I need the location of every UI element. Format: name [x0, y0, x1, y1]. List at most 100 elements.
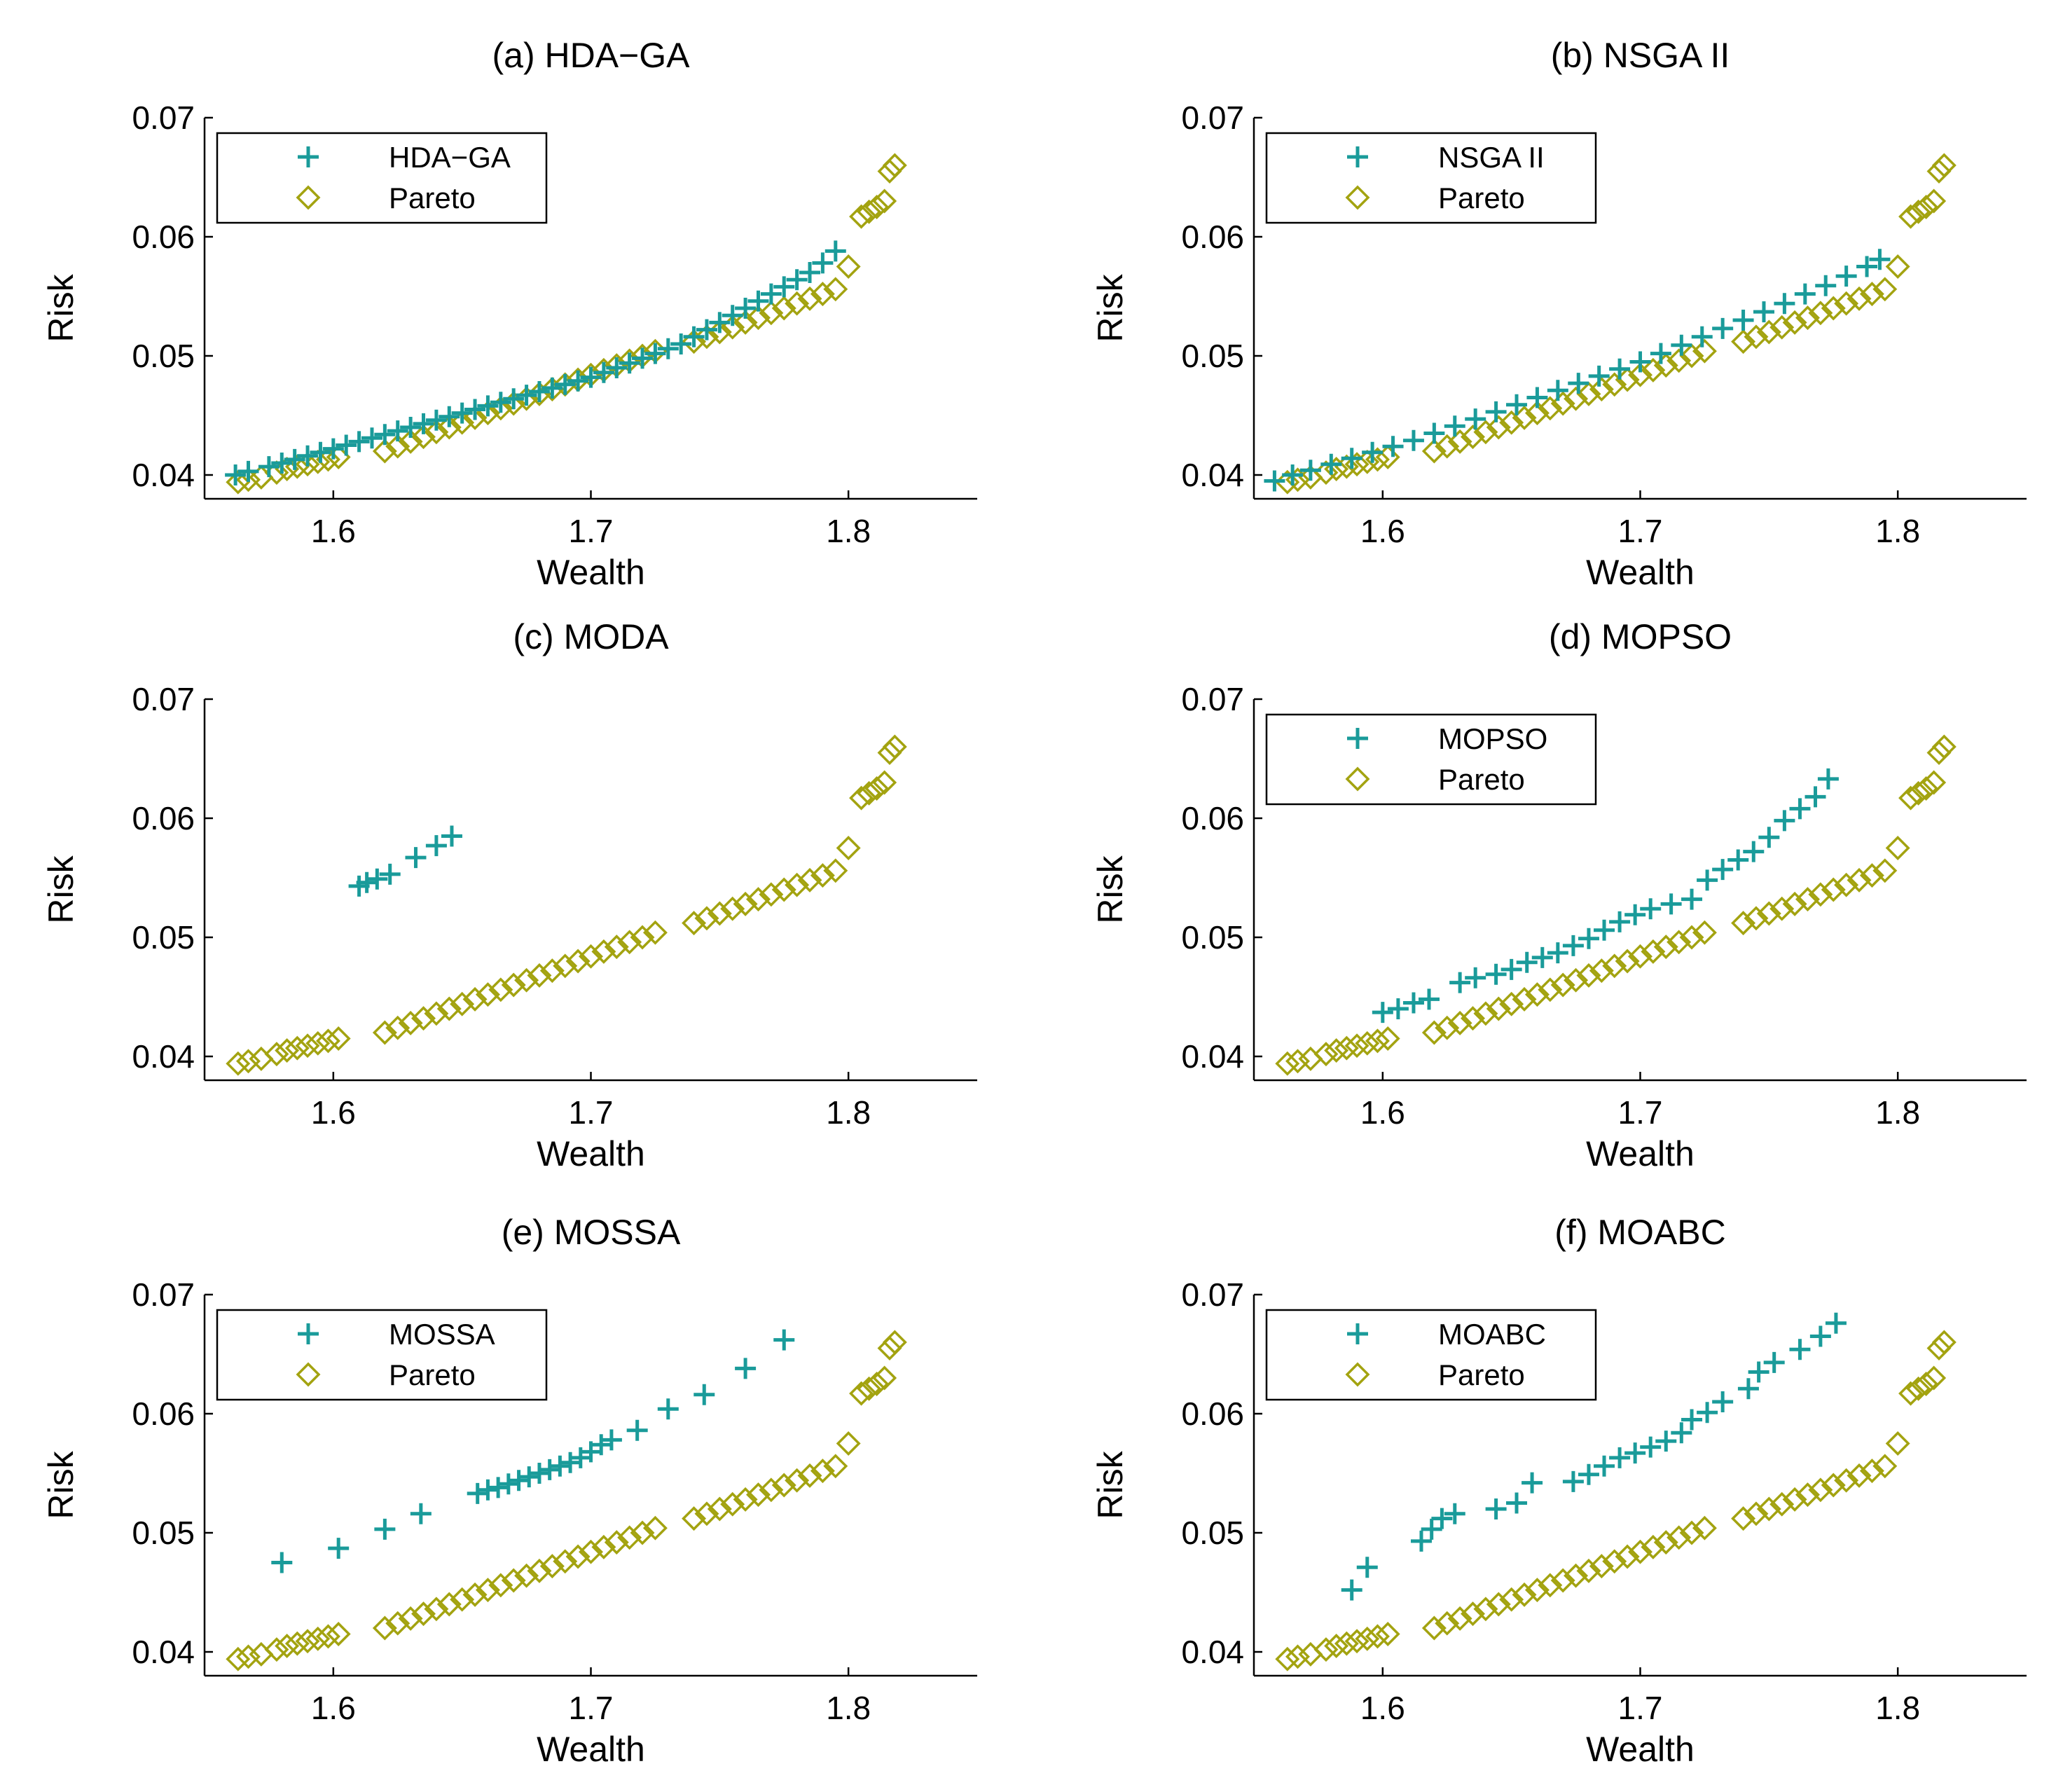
data-point-diamond [1821, 877, 1846, 902]
data-point-diamond [1486, 996, 1511, 1021]
data-point-diamond [1692, 1515, 1717, 1541]
data-point-diamond [579, 944, 603, 969]
data-point-diamond [275, 1634, 300, 1658]
data-point-diamond [1550, 1568, 1575, 1593]
data-point-diamond [882, 153, 907, 178]
data-point-plus [387, 420, 408, 442]
pareto-series [1275, 734, 1957, 1076]
chart-title: (d) MOPSO [1549, 617, 1732, 656]
data-point-diamond [1808, 1477, 1833, 1503]
data-point-diamond [1821, 1473, 1846, 1498]
data-point-diamond [1564, 967, 1589, 993]
data-point-diamond [864, 776, 890, 801]
diamond-marker-icon [296, 185, 321, 210]
data-point-plus [1594, 1455, 1615, 1477]
y-tick-label: 0.07 [1181, 99, 1244, 136]
data-point-diamond [1744, 906, 1769, 931]
data-point-plus [1362, 441, 1384, 463]
data-point-diamond [1447, 429, 1472, 454]
data-point-diamond [877, 740, 902, 765]
data-point-diamond [857, 1376, 882, 1401]
data-point-plus [1485, 1498, 1507, 1519]
data-point-diamond [1898, 1381, 1924, 1406]
legend-box [216, 132, 548, 224]
algorithm-series [1264, 249, 1891, 492]
diamond-marker-icon [1345, 766, 1370, 792]
data-point-diamond [785, 872, 810, 897]
data-point-plus [1500, 958, 1522, 980]
data-point-plus [425, 835, 447, 857]
legend-label: MOPSO [1438, 722, 1547, 755]
data-point-plus [1465, 408, 1486, 430]
data-point-plus [747, 290, 769, 312]
data-point-plus [528, 381, 550, 402]
data-point-diamond [1628, 362, 1652, 387]
data-point-plus [1817, 768, 1839, 790]
data-point-diamond [1921, 770, 1947, 795]
y-tick-label: 0.06 [1181, 800, 1244, 836]
data-point-diamond [1667, 348, 1692, 373]
data-point-plus [1712, 317, 1734, 339]
algorithm-series [348, 825, 462, 897]
data-point-diamond [1435, 434, 1460, 459]
data-point-plus [1419, 988, 1440, 1010]
data-point-plus [1640, 898, 1662, 920]
data-point-diamond [857, 199, 882, 224]
data-point-plus [1758, 827, 1780, 848]
x-tick-label: 1.8 [1875, 1690, 1920, 1726]
chart-panel-5: 1.6 1.7 1.8 0.04 0.05 0.06 0.07 (e) MOSSA Wealth… [41, 1213, 977, 1769]
data-point-diamond [1615, 1544, 1640, 1569]
data-point-plus [1444, 1503, 1465, 1524]
data-point-diamond [1324, 1038, 1349, 1063]
data-point-diamond [785, 291, 810, 316]
data-point-diamond [877, 159, 902, 184]
x-tick-label: 1.7 [569, 513, 614, 549]
data-point-plus [1320, 453, 1342, 475]
data-point-diamond [385, 1015, 410, 1040]
data-point-diamond [1324, 1634, 1349, 1658]
data-point-plus [567, 370, 589, 392]
legend: MOSSA Pareto [216, 1309, 548, 1401]
data-point-diamond [1667, 930, 1692, 955]
data-point-diamond [436, 1592, 462, 1617]
data-point-plus [626, 1419, 648, 1441]
data-point-plus [225, 464, 247, 485]
data-point-plus [441, 825, 462, 847]
data-point-diamond [1589, 958, 1614, 984]
data-point-plus [374, 424, 396, 446]
data-point-plus [1282, 464, 1304, 485]
data-point-diamond [733, 310, 758, 335]
data-point-diamond [682, 911, 707, 936]
data-point-diamond [1499, 1587, 1524, 1612]
data-point-diamond [411, 1601, 436, 1627]
chart-title: (f) MOABC [1554, 1213, 1725, 1252]
data-point-diamond [501, 972, 526, 998]
data-point-diamond [771, 296, 796, 321]
data-point-diamond [1275, 1051, 1300, 1076]
y-axis-label: Risk [41, 1450, 81, 1519]
data-point-diamond [305, 1031, 331, 1056]
data-point-diamond [604, 1530, 629, 1555]
x-tick-label: 1.7 [569, 1690, 614, 1726]
x-tick-label: 1.6 [1360, 1094, 1405, 1131]
data-point-plus [1356, 1557, 1378, 1578]
y-tick-label: 0.07 [132, 99, 195, 136]
data-point-plus [683, 326, 705, 347]
data-point-diamond [1885, 1431, 1910, 1456]
data-point-diamond [836, 1431, 861, 1456]
data-point-plus [1712, 859, 1734, 881]
data-point-diamond [1926, 1336, 1952, 1360]
data-point-diamond [1524, 401, 1550, 426]
data-point-diamond [1589, 377, 1614, 402]
data-point-diamond [436, 415, 462, 440]
x-tick-label: 1.8 [826, 513, 871, 549]
data-point-plus [1444, 415, 1465, 437]
data-point-plus [549, 1455, 571, 1477]
data-point-plus [1732, 310, 1754, 331]
pareto-series [226, 734, 907, 1076]
data-point-plus [1485, 963, 1507, 985]
data-point-plus [657, 1398, 679, 1420]
data-point-diamond [1499, 410, 1524, 435]
data-point-diamond [527, 963, 552, 988]
